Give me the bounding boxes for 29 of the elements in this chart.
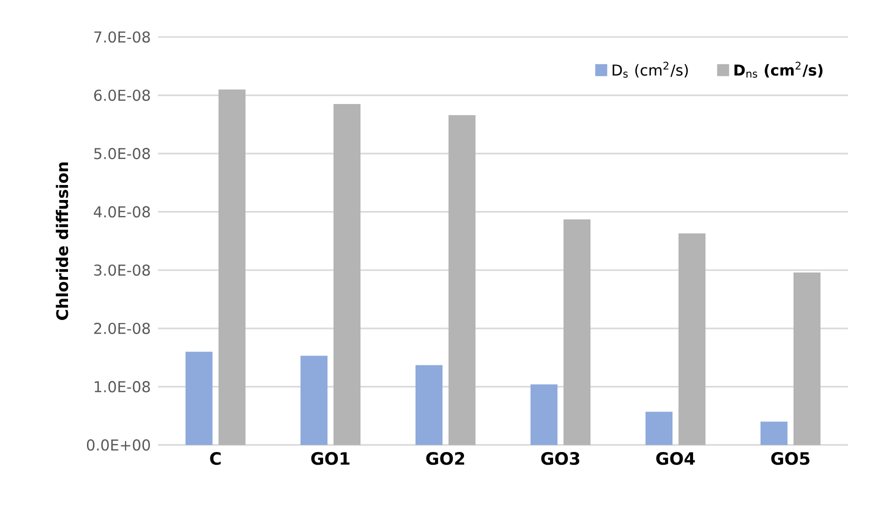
bar	[530, 384, 558, 445]
x-tick-label: GO3	[541, 452, 580, 465]
y-tick-label: 2.0E-08	[94, 322, 150, 334]
bar	[416, 365, 443, 445]
bar	[794, 272, 820, 445]
y-axis-title: Chloride diffusion	[56, 162, 68, 320]
x-tick-label: C	[210, 452, 221, 465]
y-tick-label: 1.0E-08	[94, 381, 150, 392]
bar	[300, 356, 328, 445]
bar	[448, 115, 476, 445]
legend-label: D$_{s}$ (cm$^{2}$/s)	[612, 62, 688, 78]
bar	[334, 104, 361, 445]
bar	[646, 412, 672, 445]
x-tick-label: GO5	[771, 452, 810, 465]
x-tick-label: GO4	[656, 452, 695, 465]
y-tick-label: 4.0E-08	[94, 206, 150, 218]
x-tick-label: GO2	[426, 452, 464, 465]
y-tick-label: 7.0E-08	[94, 31, 150, 43]
y-tick-label: 5.0E-08	[94, 148, 150, 160]
y-tick-label: 0.0E+00	[86, 439, 150, 451]
bar	[186, 352, 212, 445]
x-tick-label: GO1	[311, 452, 350, 465]
y-tick-label: 6.0E-08	[94, 90, 150, 101]
bar	[218, 89, 246, 445]
bar	[760, 422, 788, 445]
legend-label: D$_{ns}$ (cm$^{2}$/s)	[734, 62, 822, 78]
bar	[678, 233, 706, 445]
bar	[564, 219, 590, 445]
y-tick-label: 3.0E-08	[94, 264, 150, 276]
